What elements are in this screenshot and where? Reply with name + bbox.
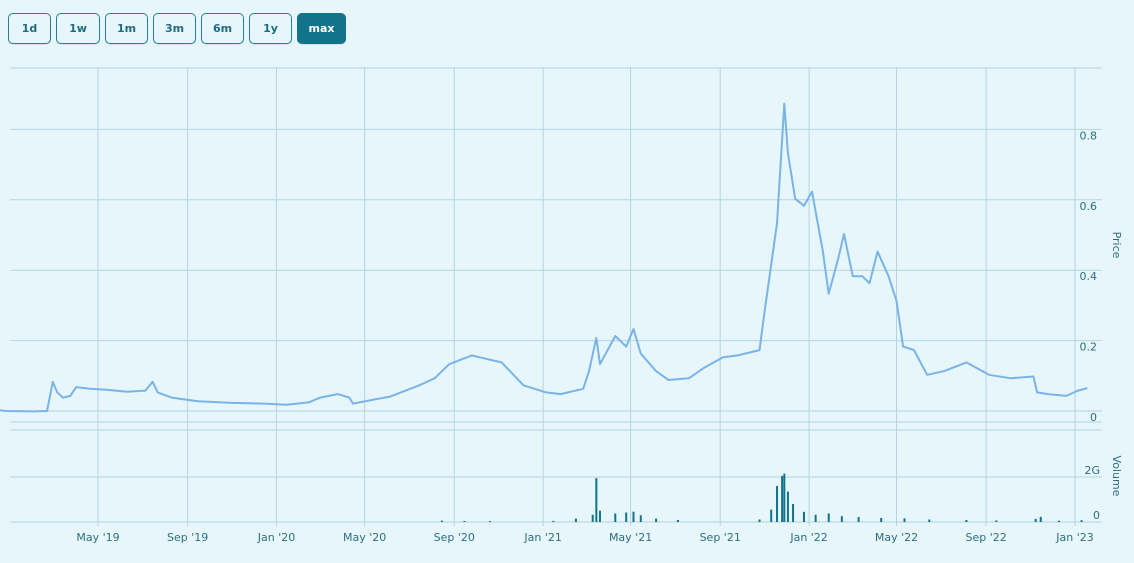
volume-bar [903, 518, 906, 522]
price-line [0, 102, 1088, 413]
volume-bar [639, 515, 642, 522]
range-button-1d[interactable]: 1d [8, 13, 51, 44]
volume-bar [632, 511, 635, 522]
volume-bar [840, 516, 843, 522]
volume-bar [614, 513, 617, 522]
volume-bar [776, 486, 779, 522]
volume-bar [928, 519, 931, 522]
price-tick-label: 0.4 [1080, 270, 1098, 283]
volume-tick-label: 0 [1093, 509, 1100, 522]
x-tick-label: May '21 [609, 531, 652, 544]
volume-bar [792, 504, 795, 522]
volume-axis-title: Volume [1110, 456, 1123, 497]
volume-bar [655, 518, 658, 522]
volume-tick-label: 2G [1084, 464, 1100, 477]
price-series [0, 102, 1088, 413]
x-tick-label: Sep '20 [434, 531, 475, 544]
volume-bar [463, 520, 466, 522]
price-tick-label: 0.8 [1080, 129, 1098, 142]
volume-bar [758, 519, 761, 522]
volume-bar [1034, 518, 1037, 522]
volume-bar [1039, 516, 1042, 522]
price-tick-label: 0.2 [1080, 341, 1098, 354]
volume-bar [598, 510, 601, 522]
volume-bar [1057, 520, 1060, 522]
volume-bar [770, 509, 773, 522]
range-button-1y[interactable]: 1y [249, 13, 292, 44]
x-tick-label: Jan '22 [789, 531, 827, 544]
volume-bar [574, 518, 577, 522]
range-button-1w[interactable]: 1w [56, 13, 100, 44]
volume-bar [814, 514, 817, 522]
volume-bar [827, 513, 830, 522]
x-tick-label: Sep '19 [167, 531, 208, 544]
axes: May '19 Sep '19 Jan '20 May '20 Sep '20 Jan '… [76, 129, 1123, 544]
x-tick-label: Jan '21 [523, 531, 561, 544]
x-tick-label: May '22 [875, 531, 918, 544]
volume-bar [595, 478, 598, 522]
range-selector: 1d 1w 1m 3m 6m 1y max [8, 13, 346, 44]
grid [10, 67, 1102, 526]
volume-bar [857, 517, 860, 522]
range-button-6m[interactable]: 6m [201, 13, 244, 44]
volume-bar [676, 519, 679, 522]
volume-bar [440, 520, 443, 522]
price-axis-title: Price [1110, 232, 1123, 259]
x-tick-label: Jan '20 [257, 531, 295, 544]
volume-bar [1080, 520, 1083, 522]
x-tick-label: Sep '22 [965, 531, 1006, 544]
volume-bar [488, 521, 491, 522]
volume-bar [552, 520, 555, 522]
x-tick-label: Jan '23 [1055, 531, 1093, 544]
x-tick-label: May '19 [76, 531, 119, 544]
volume-bar [880, 517, 883, 522]
volume-bar [965, 519, 968, 522]
price-tick-label: 0.6 [1080, 200, 1098, 213]
volume-bar [591, 514, 594, 522]
volume-bar [802, 511, 805, 522]
volume-bar [781, 475, 784, 522]
range-button-max[interactable]: max [297, 13, 346, 44]
x-tick-label: May '20 [343, 531, 386, 544]
x-tick-label: Sep '21 [700, 531, 741, 544]
range-button-3m[interactable]: 3m [153, 13, 196, 44]
volume-bar [783, 473, 786, 522]
range-button-1m[interactable]: 1m [105, 13, 148, 44]
volume-bar [625, 512, 628, 522]
price-tick-label: 0 [1090, 411, 1097, 424]
volume-bar [786, 491, 789, 522]
volume-bar [995, 520, 998, 522]
volume-bars [440, 473, 1083, 522]
